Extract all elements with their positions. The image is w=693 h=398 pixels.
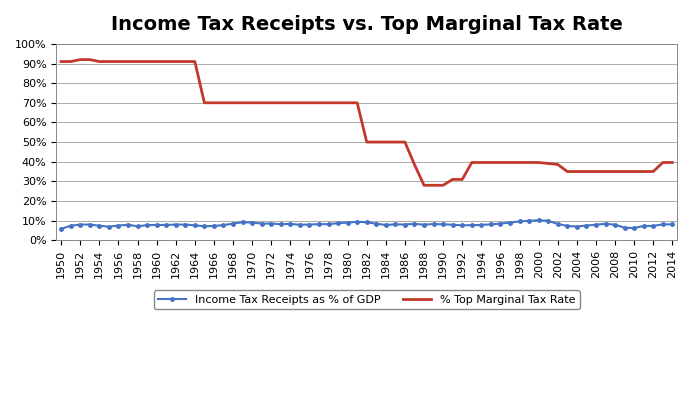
Income Tax Receipts as % of GDP [315, 222, 323, 226]
% Top Marginal Tax Rate [210, 100, 218, 105]
Income Tax Receipts as % of GDP [238, 220, 247, 224]
% Top Marginal Tax Rate [668, 160, 676, 165]
Income Tax Receipts as % of GDP [649, 224, 658, 228]
Line: % Top Marginal Tax Rate: % Top Marginal Tax Rate [61, 60, 672, 185]
Income Tax Receipts as % of GDP [668, 222, 676, 227]
Legend: Income Tax Receipts as % of GDP, % Top Marginal Tax Rate: Income Tax Receipts as % of GDP, % Top M… [154, 291, 579, 309]
% Top Marginal Tax Rate [324, 100, 333, 105]
% Top Marginal Tax Rate [649, 169, 658, 174]
% Top Marginal Tax Rate [248, 100, 256, 105]
Income Tax Receipts as % of GDP [200, 224, 209, 229]
% Top Marginal Tax Rate [382, 140, 390, 144]
Title: Income Tax Receipts vs. Top Marginal Tax Rate: Income Tax Receipts vs. Top Marginal Tax… [111, 15, 623, 34]
Income Tax Receipts as % of GDP [372, 221, 380, 226]
Income Tax Receipts as % of GDP [57, 226, 65, 231]
% Top Marginal Tax Rate [57, 59, 65, 64]
Income Tax Receipts as % of GDP [592, 222, 600, 227]
% Top Marginal Tax Rate [76, 57, 85, 62]
% Top Marginal Tax Rate [420, 183, 428, 188]
Line: Income Tax Receipts as % of GDP: Income Tax Receipts as % of GDP [60, 219, 674, 230]
% Top Marginal Tax Rate [602, 169, 610, 174]
Income Tax Receipts as % of GDP [534, 218, 543, 222]
